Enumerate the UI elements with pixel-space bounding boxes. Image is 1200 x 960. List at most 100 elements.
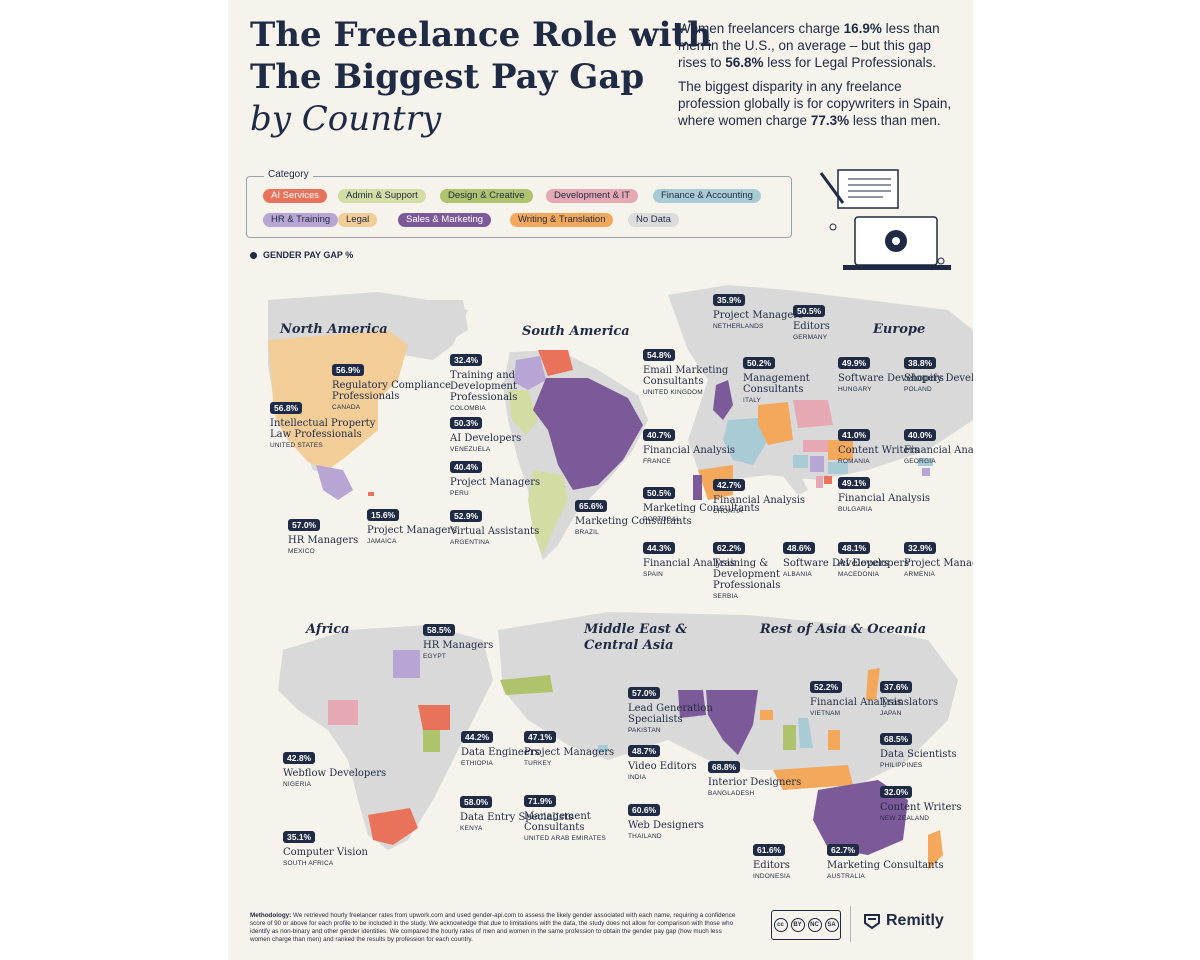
legend-chip-finance-accounting: Finance & Accounting <box>653 189 761 203</box>
annotation-egypt: 58.5% HR Managers EGYPT <box>423 620 543 660</box>
country-label: TURKEY <box>524 760 552 767</box>
annotation-kenya: 58.0% Data Entry Specialists KENYA <box>460 792 580 832</box>
role-label: Data Entry Specialists <box>460 812 574 823</box>
role-label: Software Developers <box>838 373 944 384</box>
role-label: Lead Generation Specialists <box>628 703 713 725</box>
country-label: CROATIA <box>713 508 743 515</box>
annotation-italy: 50.2% Management Consultants ITALY <box>743 353 863 404</box>
role-label: Training and Development Professionals <box>450 370 518 403</box>
annotation-philippines: 68.5% Data Scientists PHILIPPINES <box>880 729 973 769</box>
legend-title: Category <box>264 169 313 180</box>
country-label: INDIA <box>628 774 647 781</box>
annotation-turkey: 47.1% Project Managers TURKEY <box>524 727 644 767</box>
country-label: FRANCE <box>643 458 671 465</box>
pay-gap-badge: 35.1% <box>283 831 316 843</box>
pay-gap-badge: 60.6% <box>628 804 661 816</box>
pay-gap-badge: 56.9% <box>332 364 365 376</box>
title-line-3: by Country <box>250 99 442 139</box>
annotation-germany: 50.5% Editors GERMANY <box>793 301 913 341</box>
greenland <box>418 300 468 345</box>
new-zealand <box>928 830 943 870</box>
pay-gap-badge: 61.6% <box>753 844 786 856</box>
country-label: ALBANIA <box>783 571 812 578</box>
annotation-united-arab-emirates: 71.9% Management Consultants UNITED ARAB E… <box>524 791 644 842</box>
pay-gap-badge: 58.5% <box>423 624 456 636</box>
ethiopia <box>418 705 450 730</box>
poland <box>793 400 833 428</box>
colombia <box>514 356 546 390</box>
armenia <box>922 468 930 476</box>
methodology-note: Methodology: We retrieved hourly freelan… <box>250 912 736 943</box>
bangladesh <box>760 710 773 720</box>
role-label: Marketing Consultants <box>575 516 692 527</box>
nigeria <box>328 700 358 725</box>
country-label: NIGERIA <box>283 781 312 788</box>
pay-gap-badge: 48.1% <box>838 542 871 554</box>
japan <box>866 668 880 700</box>
country-label: NETHERLANDS <box>713 323 764 330</box>
role-label: Email Marketing Consultants <box>643 365 729 387</box>
gender-pay-gap-dot-icon <box>250 252 257 259</box>
legend-chip-ai-services: AI Services <box>263 189 328 203</box>
annotation-indonesia: 61.6% Editors INDONESIA <box>753 840 873 880</box>
pay-gap-badge: 42.7% <box>713 479 746 491</box>
country-label: CANADA <box>332 404 361 411</box>
pay-gap-badge: 49.1% <box>838 477 871 489</box>
vietnam <box>798 718 813 748</box>
country-label: UNITED ARAB EMIRATES <box>524 835 606 842</box>
pay-gap-badge: 50.5% <box>793 305 826 317</box>
country-label: UNITED KINGDOM <box>643 389 703 396</box>
cc-icon: cc <box>773 918 788 932</box>
country-label: BANGLADESH <box>708 790 755 797</box>
role-label: HR Managers <box>288 535 359 546</box>
role-label: Virtual Assistants <box>450 526 540 537</box>
gender-pay-gap-label: GENDER PAY GAP % <box>263 250 354 260</box>
pay-gap-badge: 44.2% <box>461 731 494 743</box>
annotation-vietnam: 52.2% Financial Analysis VIETNAM <box>810 677 930 717</box>
legend-chip-no-data: No Data <box>628 213 679 227</box>
pay-gap-badge: 44.3% <box>643 542 676 554</box>
laptop-illustration-icon <box>819 169 951 270</box>
kenya <box>423 730 440 752</box>
role-label: HR Managers <box>423 640 494 651</box>
pay-gap-badge: 48.7% <box>628 745 661 757</box>
country-label: ITALY <box>743 397 762 404</box>
legend-chip-development-it: Development & IT <box>546 189 639 203</box>
category-legend <box>246 176 792 238</box>
country-label: BRAZIL <box>575 529 599 536</box>
annotation-macedonia: 48.1% AI Developers MACEDONIA <box>838 538 958 578</box>
role-label: Marketing Consultants <box>643 503 760 514</box>
country-label: ROMANIA <box>838 458 870 465</box>
pay-gap-badge: 62.7% <box>827 844 860 856</box>
country-label: VIETNAM <box>810 710 841 717</box>
annotation-peru: 40.4% Project Managers PERU <box>450 457 570 497</box>
role-label: Web Designers <box>628 820 704 831</box>
pay-gap-badge: 32.9% <box>904 542 937 554</box>
country-label: EGYPT <box>423 653 447 660</box>
annotation-netherlands: 35.9% Project Managers NETHERLANDS <box>713 290 833 330</box>
footer-divider <box>850 906 851 942</box>
country-label: HUNGARY <box>838 386 872 393</box>
region-middle-east: Middle East & Central Asia <box>584 622 688 653</box>
role-label: Translators <box>880 697 939 708</box>
country-label: POLAND <box>904 386 932 393</box>
pay-gap-badge: 62.2% <box>713 542 746 554</box>
annotation-bulgaria: 49.1% Financial Analysis BULGARIA <box>838 473 958 513</box>
pay-gap-badge: 42.8% <box>283 752 316 764</box>
annotation-georgia: 40.0% Financial Analysis GEORGIA <box>904 425 973 465</box>
role-label: Interior Designers <box>708 777 802 788</box>
role-label: Editors <box>753 860 790 871</box>
country-label: ARGENTINA <box>450 539 490 546</box>
role-label: Data Scientists <box>880 749 957 760</box>
annotation-hungary: 49.9% Software Developers HUNGARY <box>838 353 958 393</box>
annotation-canada: 56.9% Regulatory Compliance Professionals… <box>332 360 452 411</box>
italy <box>773 450 808 495</box>
role-label: AI Developers <box>838 558 910 569</box>
pay-gap-badge: 41.0% <box>838 429 871 441</box>
country-label: SPAIN <box>643 571 664 578</box>
brand-name: Remitly <box>886 912 944 929</box>
pakistan <box>678 690 706 718</box>
annotation-albania: 48.6% Software Developers ALBANIA <box>783 538 903 578</box>
annotation-serbia: 62.2% Training & Development Professional… <box>713 538 833 600</box>
role-label: Video Editors <box>628 761 697 772</box>
